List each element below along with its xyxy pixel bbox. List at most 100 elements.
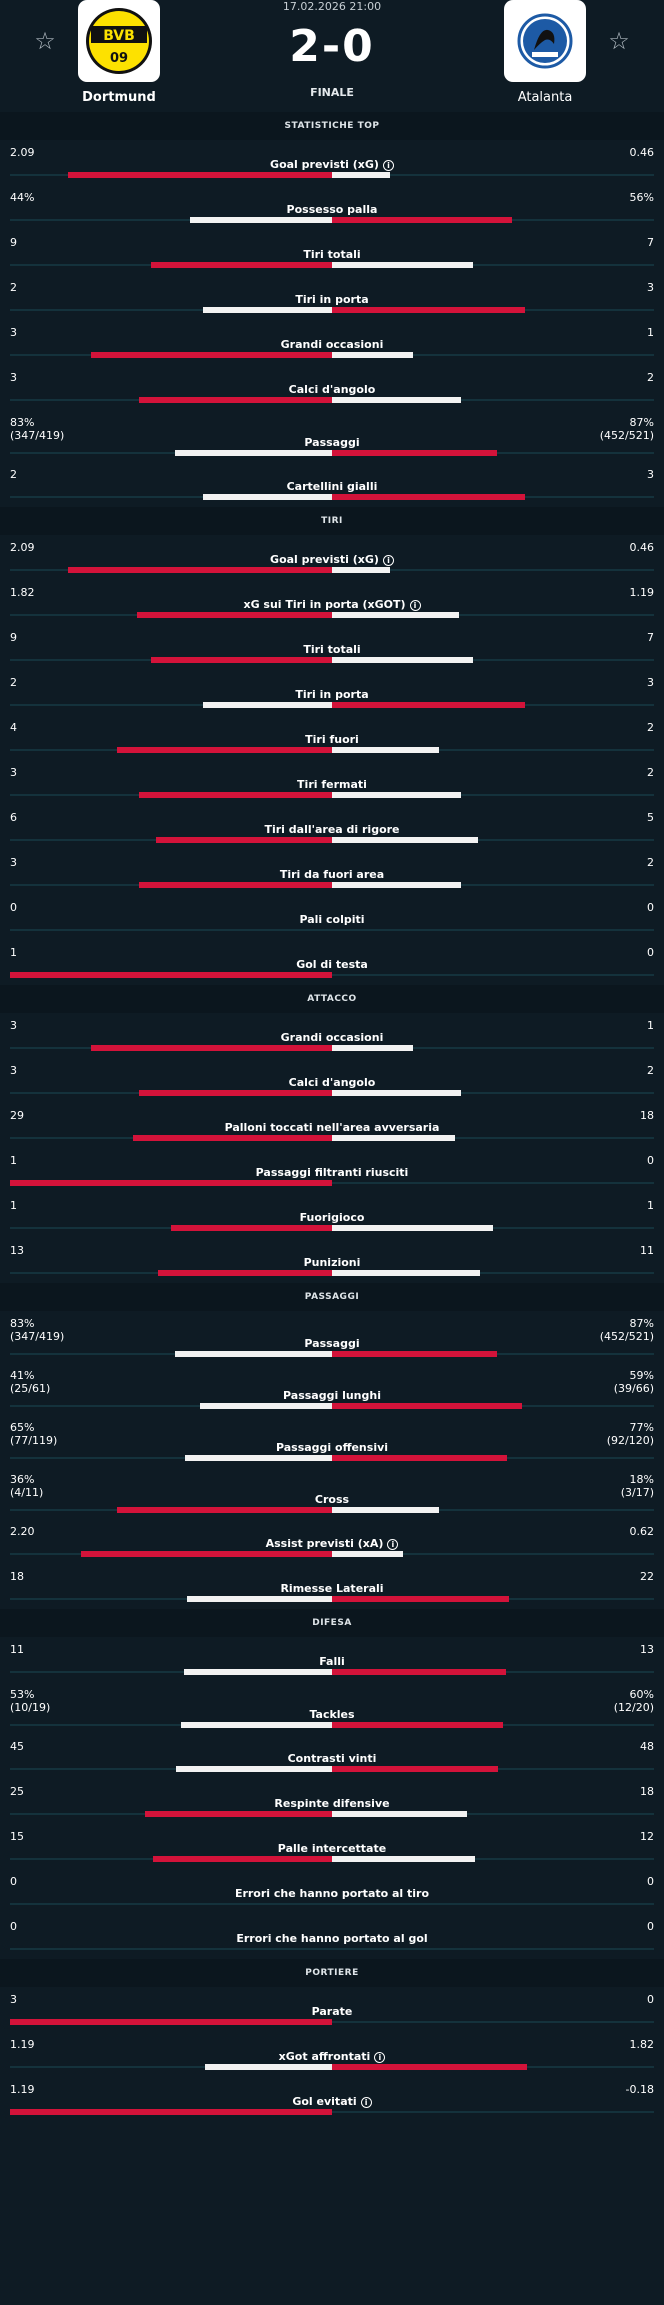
stat-label-text: Passaggi [304,436,360,449]
stat-row[interactable]: 9 Tiri totali 7 [0,625,664,670]
stat-row[interactable]: 11 Falli 13 [0,1637,664,1682]
stat-row[interactable]: 6 Tiri dall'area di rigore 5 [0,805,664,850]
away-value-main: 22 [640,1570,654,1583]
stat-label: Passaggi offensivi [140,1441,524,1454]
match-header: 17.02.2026 21:00 ☆ BVB 09 Dortmund 2-0 F… [0,0,664,112]
info-icon[interactable]: i [382,159,394,171]
home-value-main: 65% [10,1421,35,1434]
stat-row[interactable]: 2 Tiri in porta 3 [0,275,664,320]
away-value-main: 2 [647,1064,654,1077]
away-team-logo[interactable] [504,0,586,82]
info-icon[interactable]: i [382,554,394,566]
stat-row[interactable]: 3 Calci d'angolo 2 [0,1058,664,1103]
home-value: 3 [10,371,17,384]
favorite-home-star-icon[interactable]: ☆ [34,27,56,55]
stat-label: Contrasti vinti [140,1752,524,1765]
home-team-logo[interactable]: BVB 09 [78,0,160,82]
away-value-main: 0 [647,1993,654,2006]
stat-row[interactable]: 41% (25/61) Passaggi lunghi 59% (39/66) [0,1363,664,1415]
stat-row[interactable]: 1 Gol di testa 0 [0,940,664,985]
stat-row[interactable]: 2 Tiri in porta 3 [0,670,664,715]
away-value-main: 18 [640,1109,654,1122]
home-value: 1 [10,946,17,959]
stat-row[interactable]: 0 Errori che hanno portato al gol 0 [0,1914,664,1959]
stat-row[interactable]: 1 Fuorigioco 1 [0,1193,664,1238]
stat-label-text: Passaggi lunghi [283,1389,381,1402]
stat-row[interactable]: 36% (4/11) Cross 18% (3/17) [0,1467,664,1519]
stat-row[interactable]: 3 Grandi occasioni 1 [0,1013,664,1058]
away-value-detail: (3/17) [620,1486,654,1499]
stat-row[interactable]: 65% (77/119) Passaggi offensivi 77% (92/120) [0,1415,664,1467]
comparison-bar [10,494,654,500]
stat-row[interactable]: 44% Possesso palla 56% [0,185,664,230]
stat-row[interactable]: 9 Tiri totali 7 [0,230,664,275]
stat-row[interactable]: 1.82 xG sui Tiri in porta (xGOT) i 1.19 [0,580,664,625]
stat-row[interactable]: 3 Grandi occasioni 1 [0,320,664,365]
info-icon[interactable]: i [360,2096,372,2108]
stat-row[interactable]: 2 Cartellini gialli 3 [0,462,664,507]
stat-row[interactable]: 3 Tiri fermati 2 [0,760,664,805]
home-bar [144,1811,332,1817]
section-header: ATTACCO [0,985,664,1013]
stat-label-text: Tackles [309,1708,355,1721]
away-team-name[interactable]: Atalanta [517,90,573,105]
home-team-name[interactable]: Dortmund [82,90,156,105]
stat-row[interactable]: 0 Errori che hanno portato al tiro 0 [0,1869,664,1914]
home-value-main: 2 [10,281,17,294]
stat-row[interactable]: 83% (347/419) Passaggi 87% (452/521) [0,1311,664,1363]
stat-label: Punizioni [140,1256,524,1269]
home-value-main: 3 [10,856,17,869]
stat-row[interactable]: 29 Palloni toccati nell'area avversaria 18 [0,1103,664,1148]
away-value: 59% (39/66) [614,1369,654,1395]
home-value: 2 [10,676,17,689]
away-value-main: 18 [640,1785,654,1798]
stat-row[interactable]: 3 Tiri da fuori area 2 [0,850,664,895]
stat-label-text: Passaggi filtranti riusciti [255,1166,409,1179]
away-bar [332,217,513,223]
stat-row[interactable]: 2.20 Assist previsti (xA) i 0.62 [0,1519,664,1564]
info-icon[interactable]: i [374,2051,386,2063]
home-value-main: 2 [10,676,17,689]
info-icon[interactable]: i [409,599,421,611]
away-bar [332,1270,480,1276]
stat-row[interactable]: 3 Calci d'angolo 2 [0,365,664,410]
comparison-bar [10,1901,654,1907]
away-bar [332,307,526,313]
section-header: STATISTICHE TOP [0,112,664,140]
stat-row[interactable]: 53% (10/19) Tackles 60% (12/20) [0,1682,664,1734]
stat-row[interactable]: 15 Palle intercettate 12 [0,1824,664,1869]
away-value: 13 [640,1643,654,1656]
bar-track [10,1182,654,1184]
stat-row[interactable]: 3 Parate 0 [0,1987,664,2032]
comparison-bar [10,1856,654,1862]
stat-row[interactable]: 18 Rimesse Laterali 22 [0,1564,664,1609]
stat-row[interactable]: 1.19 Gol evitati i -0.18 [0,2077,664,2122]
stat-row[interactable]: 1 Passaggi filtranti riusciti 0 [0,1148,664,1193]
stat-row[interactable]: 1.19 xGot affrontati i 1.82 [0,2032,664,2077]
stat-row[interactable]: 13 Punizioni 11 [0,1238,664,1283]
away-value-main: 59% [629,1369,654,1382]
away-value: 0 [647,946,654,959]
stat-row[interactable]: 25 Respinte difensive 18 [0,1779,664,1824]
away-value-main: 1.82 [629,2038,655,2051]
stat-row[interactable]: 0 Pali colpiti 0 [0,895,664,940]
away-value: 60% (12/20) [614,1688,654,1714]
home-value-main: 83% [10,1317,35,1330]
info-icon[interactable]: i [387,1538,399,1550]
favorite-away-star-icon[interactable]: ☆ [608,27,630,55]
away-bar [332,450,497,456]
stat-row[interactable]: 4 Tiri fuori 2 [0,715,664,760]
away-value-main: 0 [647,1154,654,1167]
away-value-main: 13 [640,1643,654,1656]
stat-row[interactable]: 45 Contrasti vinti 48 [0,1734,664,1779]
match-date: 17.02.2026 21:00 [282,0,382,13]
comparison-bar [10,1722,654,1728]
home-value-detail: (4/11) [10,1486,44,1499]
stat-label-text: Tiri in porta [295,293,369,306]
away-bar [332,172,391,178]
stat-row[interactable]: 2.09 Goal previsti (xG) i 0.46 [0,140,664,185]
stat-label: Tiri in porta [140,688,524,701]
stat-label-text: Tiri fermati [297,778,367,791]
stat-row[interactable]: 83% (347/419) Passaggi 87% (452/521) [0,410,664,462]
stat-row[interactable]: 2.09 Goal previsti (xG) i 0.46 [0,535,664,580]
